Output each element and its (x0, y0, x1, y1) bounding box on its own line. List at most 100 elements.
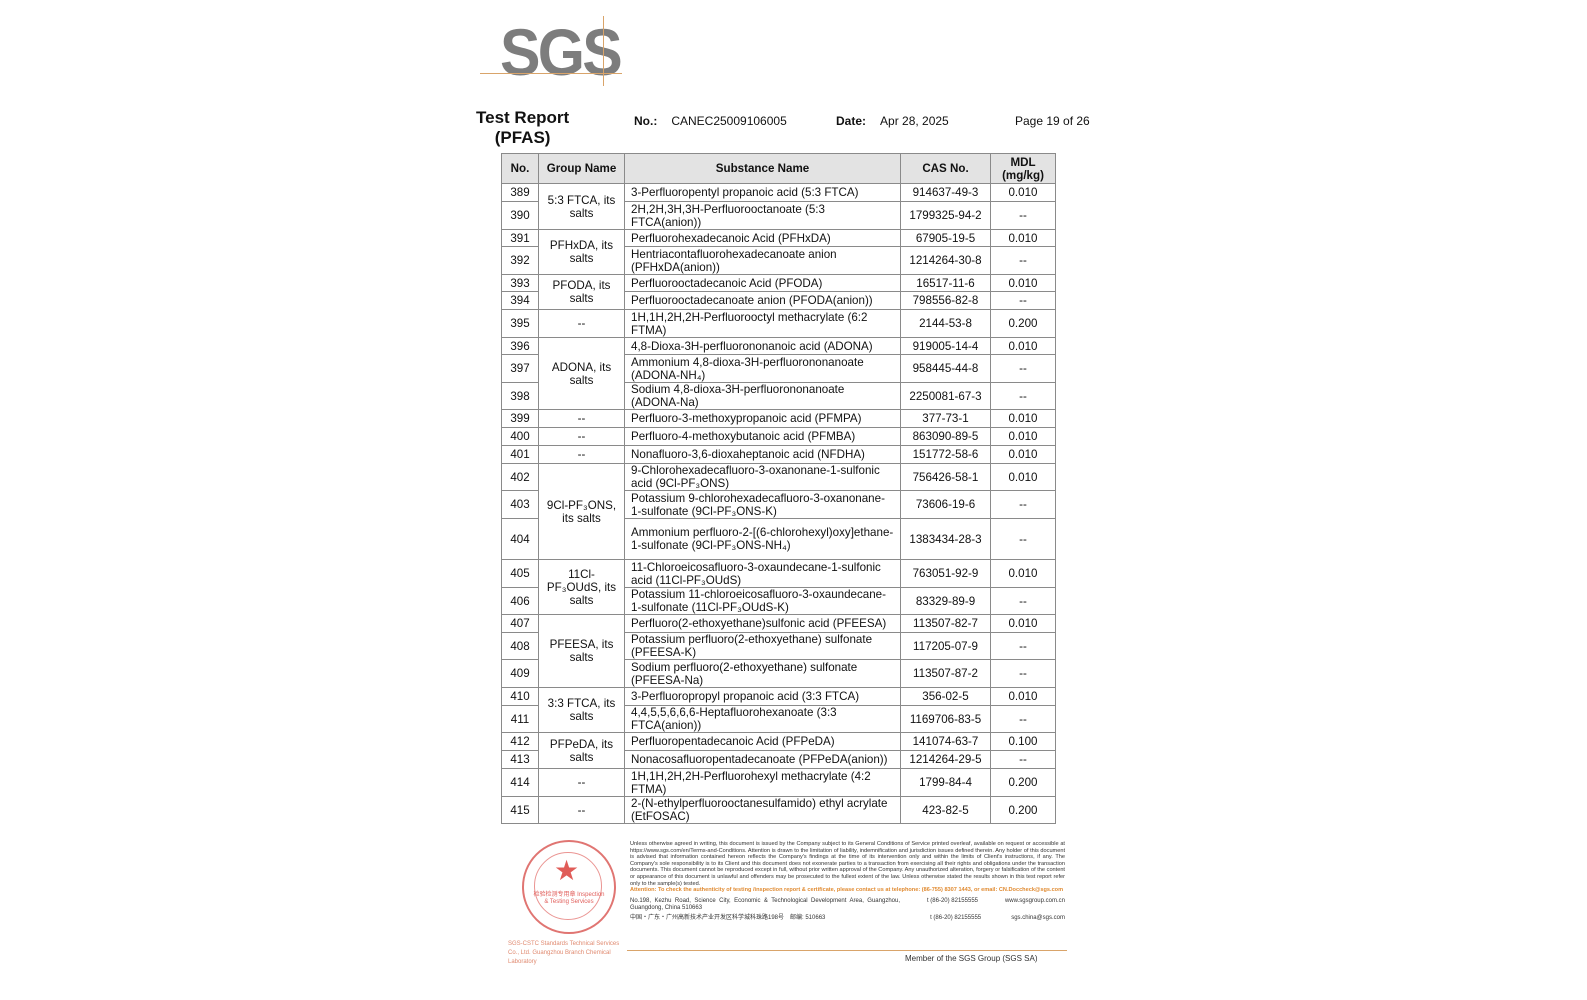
row-number: 394 (501, 291, 539, 310)
row-number: 404 (501, 518, 539, 560)
cas-number: 356-02-5 (900, 687, 991, 706)
table-row: 413 Nonacosafluoropentadecanoate (PFPeDA(… (501, 750, 1056, 769)
mdl-value: 0.010 (990, 337, 1056, 355)
table-row: 391 PFHxDA, its salts Perfluorohexadecanoi… (501, 229, 1056, 275)
footer-divider (627, 950, 1067, 951)
cas-number: 113507-87-2 (900, 659, 991, 688)
mdl-value: 0.100 (990, 732, 1056, 751)
cas-number: 113507-82-7 (900, 614, 991, 633)
cas-number: 756426-58-1 (900, 463, 991, 491)
stamp-text: 检验检测专用章 Inspection & Testing Services (533, 892, 605, 905)
group-name: -- (538, 796, 625, 824)
table-row: 400 -- Perfluoro-4-methoxybutanoic acid (P… (501, 427, 1056, 446)
substance-name: Perfluoropentadecanoic Acid (PFPeDA) (624, 732, 901, 751)
cas-number: 423-82-5 (900, 796, 991, 824)
group-name: -- (538, 768, 625, 797)
attention-text: Attention: To check the authenticity of … (630, 887, 1064, 894)
logo-line-horizontal (480, 73, 622, 74)
mdl-value: -- (990, 518, 1056, 560)
star-icon: ★ (554, 855, 580, 886)
row-number: 403 (501, 490, 539, 519)
row-number: 414 (501, 768, 539, 797)
mdl-value: 0.010 (990, 409, 1056, 428)
report-title: Test Report (PFAS) (476, 108, 569, 148)
cas-number: 2250081-67-3 (900, 382, 991, 410)
table-row: 404 Ammonium perfluoro-2-[(6-chlorohexyl)… (501, 518, 1056, 560)
mdl-value: -- (990, 587, 1056, 615)
row-number: 401 (501, 445, 539, 464)
row-number: 389 (501, 183, 539, 202)
address-cn: 中国・广东・广州高新技术产业开发区科学城科珠路198号 邮编: 510663 (630, 914, 826, 921)
mdl-value: -- (990, 201, 1056, 230)
row-number: 390 (501, 201, 539, 230)
substance-table: No. Group Name Substance Name CAS No. MDL (m… (501, 153, 1056, 824)
website-link[interactable]: www.sgsgroup.com.cn (1004, 897, 1065, 904)
row-number: 393 (501, 274, 539, 292)
mdl-value: -- (990, 705, 1056, 733)
table-row: 396 ADONA, its salts 4,8-Dioxa-3H-perfluor… (501, 337, 1056, 410)
cas-number: 1169706-83-5 (900, 705, 991, 733)
row-number: 409 (501, 659, 539, 688)
title-line-1: Test Report (476, 108, 570, 127)
substance-name: Hentriacontafluorohexadecanoate anion (P… (624, 246, 901, 275)
mdl-value: -- (990, 354, 1056, 383)
substance-name: Potassium 11-chloroeicosafluoro-3-oxaund… (624, 587, 901, 615)
cas-number: 1383434-28-3 (900, 518, 991, 560)
mdl-value: 0.010 (990, 183, 1056, 202)
report-number: No.: CANEC25009106005 (634, 114, 787, 128)
table-row: 399 -- Perfluoro-3-methoxypropanoic acid (… (501, 409, 1056, 428)
report-date: Date: Apr 28, 2025 (836, 114, 949, 128)
mdl-value: -- (990, 246, 1056, 275)
group-name: 5:3 FTCA, its salts (538, 183, 625, 230)
table-row: 389 5:3 FTCA, its salts 3-Perfluoropentyl … (501, 183, 1056, 230)
title-line-2: (PFAS) (494, 128, 551, 147)
substance-name: 2-(N-ethylperfluorooctanesulfamido) ethy… (624, 796, 901, 824)
cas-number: 117205-07-9 (900, 632, 991, 660)
group-name: PFEESA, its salts (538, 614, 625, 688)
mdl-value: 0.200 (990, 309, 1056, 338)
group-name: ADONA, its salts (538, 337, 625, 410)
cas-number: 16517-11-6 (900, 274, 991, 292)
column-header: Group Name (538, 153, 625, 184)
table-row: 402 9Cl-PF₃ONS, its salts 9-Chlorohexadeca… (501, 463, 1056, 560)
phone-2: t (86-20) 82155555 (930, 914, 982, 921)
table-row: 397 Ammonium 4,8-dioxa-3H-perfluorononano… (501, 354, 1056, 383)
table-row: 408 Potassium perfluoro(2-ethoxyethane) s… (501, 632, 1056, 660)
cas-number: 863090-89-5 (900, 427, 991, 446)
cas-number: 1214264-29-5 (900, 750, 991, 769)
substance-name: 11-Chloroeicosafluoro-3-oxaundecane-1-su… (624, 559, 901, 588)
table-row: 414 -- 1H,1H,2H,2H-Perfluorohexyl methacry… (501, 768, 1056, 797)
group-name: -- (538, 445, 625, 464)
group-name: -- (538, 427, 625, 446)
email-link[interactable]: sgs.china@sgs.com (1011, 914, 1065, 921)
substance-name: Ammonium perfluoro-2-[(6-chlorohexyl)oxy… (624, 518, 901, 560)
row-number: 410 (501, 687, 539, 706)
group-name: -- (538, 309, 625, 338)
mdl-value: 0.010 (990, 463, 1056, 491)
column-header: No. (501, 153, 539, 184)
group-name: PFODA, its salts (538, 274, 625, 310)
row-number: 412 (501, 732, 539, 751)
substance-name: Potassium 9-chlorohexadecafluoro-3-oxano… (624, 490, 901, 519)
table-row: 415 -- 2-(N-ethylperfluorooctanesulfamido)… (501, 796, 1056, 824)
substance-name: Nonafluoro-3,6-dioxaheptanoic acid (NFDH… (624, 445, 901, 464)
member-note: Member of the SGS Group (SGS SA) (905, 954, 1038, 963)
cas-number: 914637-49-3 (900, 183, 991, 202)
table-row: 407 PFEESA, its salts Perfluoro(2-ethoxyet… (501, 614, 1056, 688)
substance-name: 2H,2H,3H,3H-Perfluorooctanoate (5:3 FTCA… (624, 201, 901, 230)
mdl-value: 0.010 (990, 559, 1056, 588)
page-number: Page 19 of 26 (1015, 114, 1090, 128)
table-row: 390 2H,2H,3H,3H-Perfluorooctanoate (5:3 F… (501, 201, 1056, 230)
row-number: 411 (501, 705, 539, 733)
cas-number: 141074-63-7 (900, 732, 991, 751)
group-name: PFPeDA, its salts (538, 732, 625, 769)
table-row: 393 PFODA, its salts Perfluorooctadecanoic… (501, 274, 1056, 310)
row-number: 415 (501, 796, 539, 824)
mdl-value: -- (990, 659, 1056, 688)
substance-name: 3-Perfluoropentyl propanoic acid (5:3 FT… (624, 183, 901, 202)
table-row: 410 3:3 FTCA, its salts 3-Perfluoropropyl … (501, 687, 1056, 733)
row-number: 400 (501, 427, 539, 446)
no-label: No.: (634, 114, 658, 128)
mdl-value: -- (990, 632, 1056, 660)
cas-number: 73606-19-6 (900, 490, 991, 519)
